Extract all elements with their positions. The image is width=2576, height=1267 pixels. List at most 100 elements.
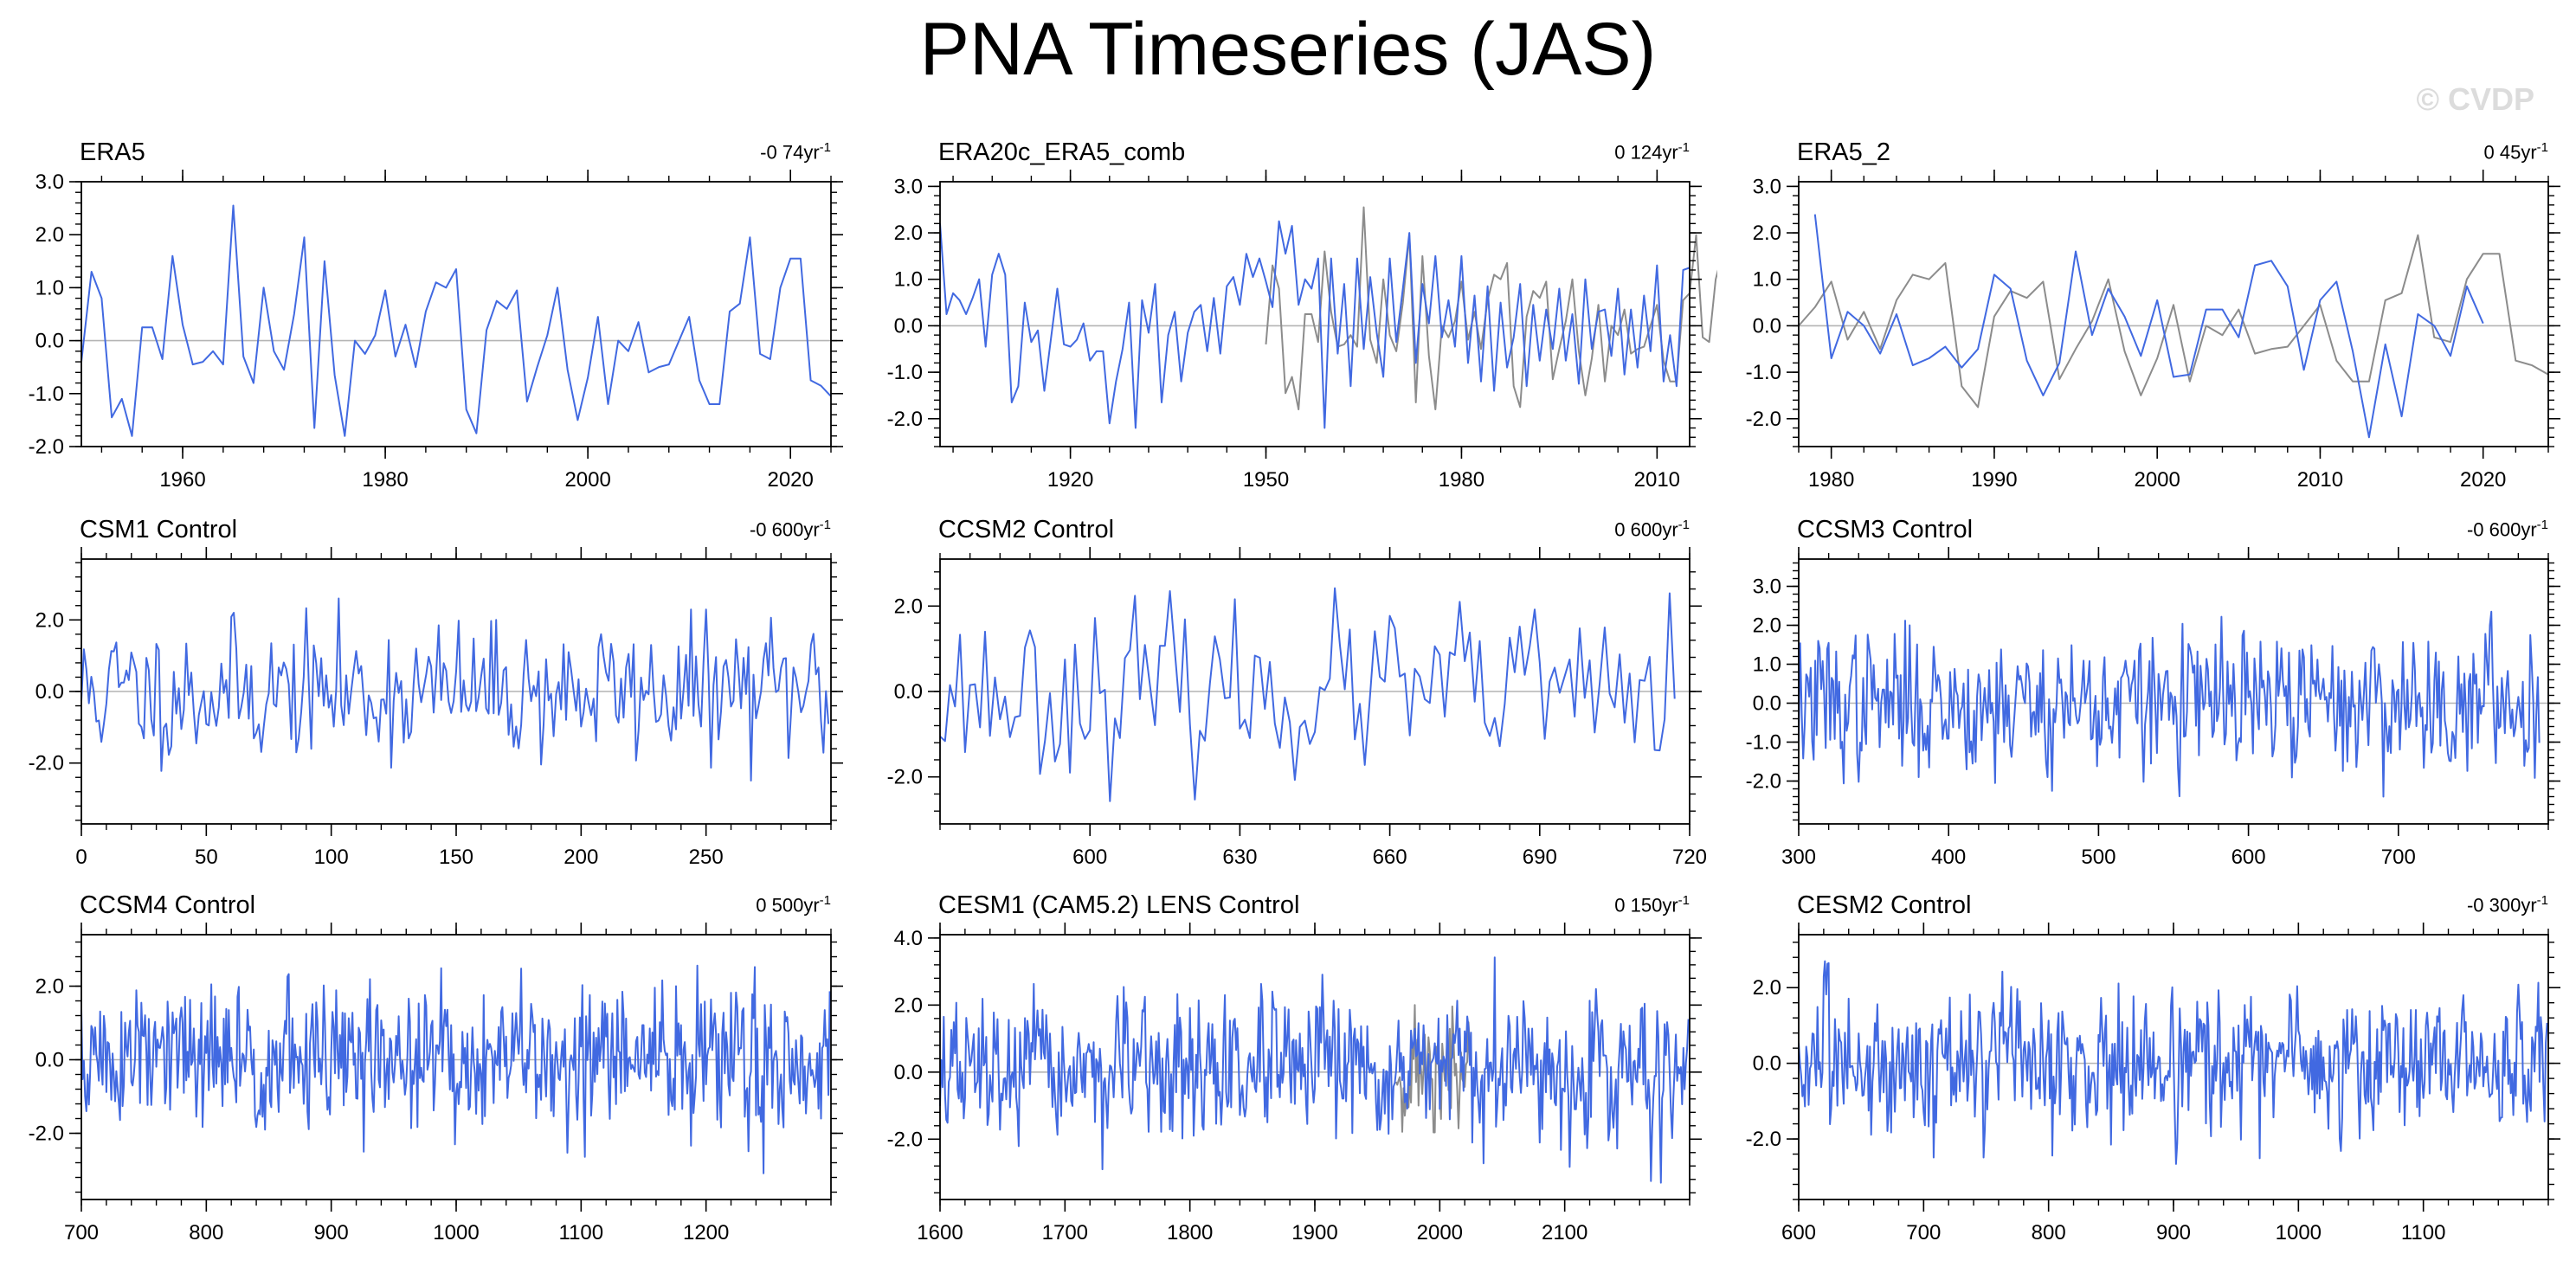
- y-tick-label: -2.0: [29, 435, 64, 459]
- panel-title: CCSM3 Control: [1797, 516, 1974, 543]
- plot-frame: [80, 181, 832, 447]
- x-tick-label: 2020: [767, 468, 813, 492]
- x-tick-label: 1100: [559, 1221, 604, 1244]
- x-tick-label: 800: [189, 1221, 223, 1244]
- y-tick-label: -2.0: [1746, 770, 1781, 794]
- y-tick-label: 2.0: [35, 975, 64, 999]
- series-line-primary: [1813, 214, 2484, 439]
- chart-svg: 600 700 800 900 1000 1100 -2.0 0.0 2.0: [1746, 923, 2560, 1244]
- y-tick-label: 2.0: [35, 223, 64, 247]
- y-tick-label: -2.0: [29, 752, 64, 775]
- y-tick-label: -2.0: [1746, 408, 1781, 431]
- trend-unit: -1: [1678, 140, 1690, 155]
- panel-title: ERA20c_ERA5_comb: [938, 138, 1186, 166]
- y-tick-label: -1.0: [1746, 731, 1781, 755]
- y-tick-label: 2.0: [894, 222, 923, 245]
- y-tick-label: 1.0: [35, 276, 64, 299]
- x-tick-label: 1100: [2401, 1221, 2446, 1244]
- x-tick-label: 2000: [1417, 1221, 1463, 1244]
- panel-title: CESM2 Control: [1797, 891, 1972, 919]
- x-tick-label: 700: [1906, 1221, 1941, 1244]
- x-tick-label: 700: [64, 1221, 99, 1244]
- x-tick-label: 2010: [1634, 468, 1680, 492]
- y-tick-label: 2.0: [1753, 976, 1781, 1000]
- x-tick-label: 1000: [2276, 1221, 2322, 1244]
- chart-svg: 0 50 100 150 200 250 -2.0 0.0 2.0: [29, 547, 843, 869]
- series-line-secondary: [1265, 206, 1717, 411]
- x-tick-label: 660: [1373, 846, 1407, 869]
- x-tick-label: 1600: [917, 1221, 963, 1244]
- x-tick-label: 150: [439, 846, 473, 869]
- y-tick-label: 0.0: [35, 1049, 64, 1072]
- chart-panel: CCSM4 Control 0 500yr-1 700 800 900 1000 1100 1…: [0, 883, 859, 1264]
- x-tick-label: 1950: [1243, 468, 1289, 492]
- trend-value: 0 600yr: [1614, 518, 1678, 541]
- panel-title: CESM1 (CAM5.2) LENS Control: [938, 891, 1300, 919]
- x-tick-label: 200: [564, 846, 598, 869]
- trend-value: 0 500yr: [756, 894, 820, 916]
- x-tick-label: 600: [2231, 846, 2266, 869]
- trend-value: 0 45yr: [2483, 141, 2537, 164]
- y-tick-label: 0.0: [894, 314, 923, 338]
- y-tick-label: 3.0: [35, 170, 64, 194]
- y-tick-label: -2.0: [887, 766, 923, 789]
- panel-title: ERA5: [80, 138, 145, 166]
- series-line-primary: [80, 597, 830, 781]
- x-tick-label: 1800: [1167, 1221, 1213, 1244]
- y-tick-label: 0.0: [1753, 692, 1781, 716]
- x-tick-label: 2000: [564, 468, 610, 492]
- trend-label: 0 500yr-1: [756, 893, 831, 916]
- x-tick-label: 1980: [1439, 468, 1484, 492]
- trend-value: -0 600yr: [2466, 518, 2537, 541]
- x-tick-label: 400: [1931, 846, 1966, 869]
- series-line-secondary: [1798, 234, 2549, 408]
- y-tick-label: 0.0: [894, 680, 923, 704]
- y-tick-label: 4.0: [894, 927, 923, 950]
- y-tick-label: 2.0: [894, 994, 923, 1017]
- y-tick-label: 3.0: [1753, 175, 1781, 198]
- plot-frame: [1798, 181, 2549, 447]
- x-tick-label: 0: [75, 846, 87, 869]
- chart-svg: 1980 1990 2000 2010 2020 -2.0 -1.0 0.0 1.0 2.0 3.0: [1746, 170, 2560, 492]
- y-tick-label: -1.0: [1746, 361, 1781, 384]
- trend-label: -0 74yr-1: [760, 140, 831, 164]
- x-tick-label: 1000: [433, 1221, 479, 1244]
- chart-panel: ERA20c_ERA5_comb 0 124yr-1 1920 1950 1980 201…: [859, 130, 1717, 511]
- trend-label: -0 300yr-1: [2467, 893, 2548, 916]
- plot-frame: [1798, 558, 2549, 825]
- panel-title: CCSM4 Control: [80, 891, 256, 919]
- chart-svg: 1920 1950 1980 2010 -2.0 -1.0 0.0 1.0 2.0 3.0: [887, 170, 1717, 492]
- trend-label: -0 600yr-1: [750, 518, 831, 541]
- trend-label: 0 45yr-1: [2484, 140, 2549, 164]
- x-tick-label: 1990: [1971, 468, 2017, 492]
- x-tick-label: 1900: [1291, 1221, 1337, 1244]
- chart-panel: ERA5 -0 74yr-1 1960 1980 2000 2020 -2.0 -1.0 0.0…: [0, 130, 859, 511]
- panel-title: ERA5_2: [1797, 138, 1891, 166]
- x-tick-label: 2100: [1542, 1221, 1587, 1244]
- x-tick-label: 1920: [1047, 468, 1093, 492]
- x-tick-label: 500: [2081, 846, 2116, 869]
- x-tick-label: 1200: [683, 1221, 729, 1244]
- x-tick-label: 600: [1781, 1221, 1816, 1244]
- y-tick-label: -1.0: [887, 361, 923, 384]
- chart-panel: CCSM2 Control 0 600yr-1 600 630 660 690 720 -2.…: [859, 507, 1717, 888]
- x-tick-label: 50: [195, 846, 218, 869]
- chart-svg: 1600 1700 1800 1900 2000 2100 -2.0 0.0 2.0 4.0: [887, 923, 1702, 1244]
- x-tick-label: 2010: [2297, 468, 2343, 492]
- chart-svg: 700 800 900 1000 1100 1200 -2.0 0.0 2.0: [29, 923, 843, 1244]
- x-tick-label: 700: [2381, 846, 2416, 869]
- x-tick-label: 2000: [2134, 468, 2180, 492]
- x-tick-label: 690: [1523, 846, 1557, 869]
- panel-title: CSM1 Control: [80, 516, 238, 543]
- x-tick-label: 1960: [159, 468, 205, 492]
- trend-unit: -1: [2536, 140, 2548, 155]
- trend-label: 0 124yr-1: [1614, 140, 1690, 164]
- trend-value: -0 74yr: [760, 141, 820, 164]
- y-tick-label: 2.0: [1753, 614, 1781, 638]
- x-tick-label: 250: [689, 846, 724, 869]
- trend-unit: -1: [1678, 893, 1690, 908]
- y-tick-label: 0.0: [35, 680, 64, 704]
- y-tick-label: 2.0: [35, 608, 64, 632]
- x-tick-label: 900: [314, 1221, 349, 1244]
- trend-value: -0 600yr: [749, 518, 820, 541]
